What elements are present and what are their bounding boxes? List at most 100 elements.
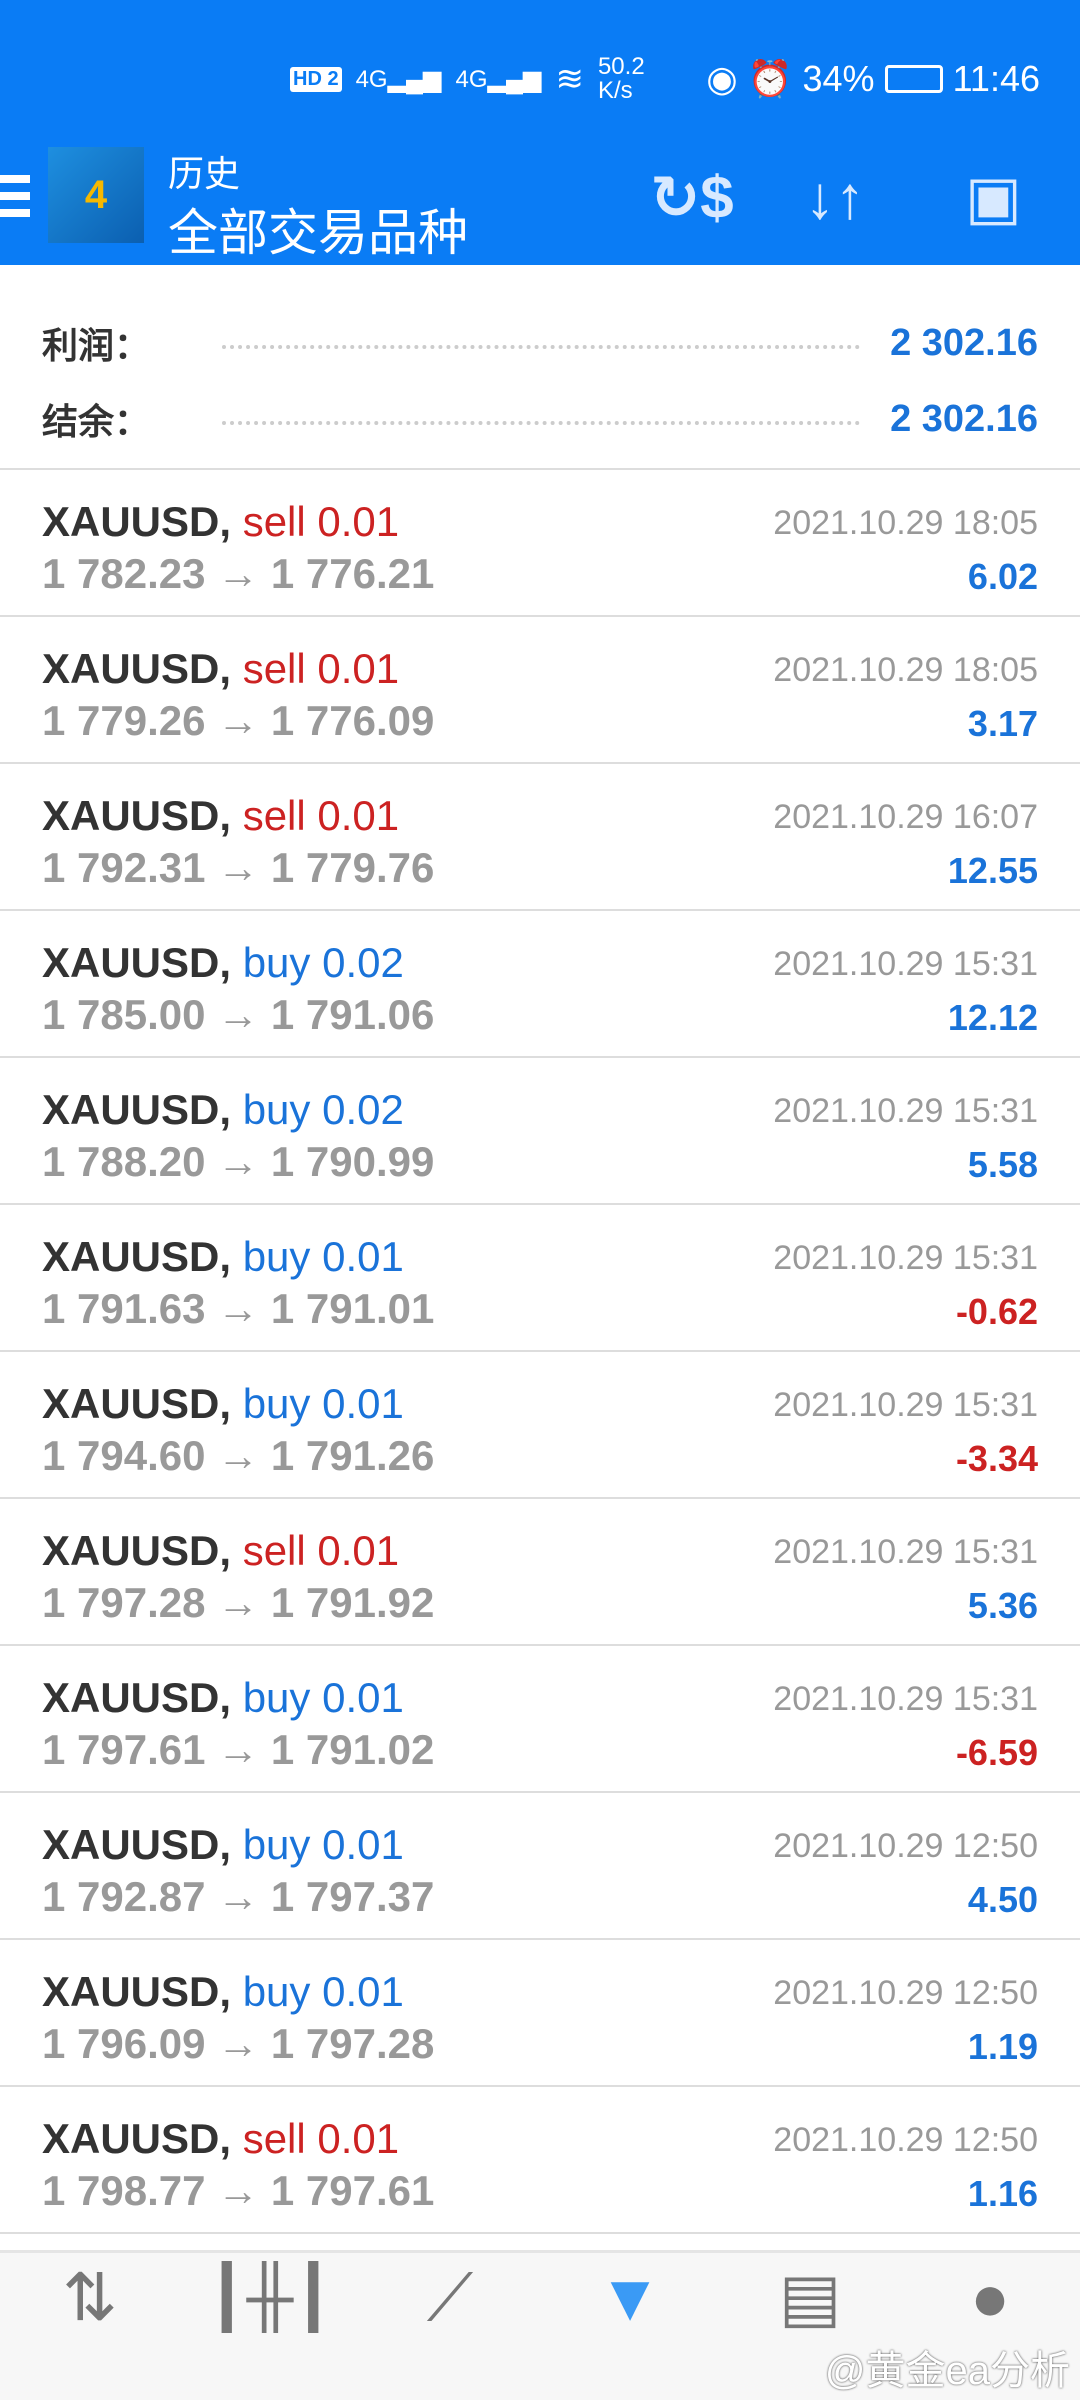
symbol: XAUUSD, — [42, 645, 232, 692]
arrow-icon: → — [217, 1726, 260, 1773]
arrow-icon: → — [217, 844, 260, 891]
trade-row[interactable]: XAUUSD, buy 0.02 1 788.20 → 1 790.99 202… — [0, 1058, 1080, 1205]
trade-title: XAUUSD, sell 0.01 — [42, 1527, 1038, 1575]
trade-row[interactable]: XAUUSD, buy 0.01 1 792.87 → 1 797.37 202… — [0, 1793, 1080, 1940]
trade-side: buy — [242, 1086, 311, 1133]
trade-row[interactable]: XAUUSD, sell 0.01 1 779.26 → 1 776.09 20… — [0, 617, 1080, 764]
net-speed: 50.2 K/s — [597, 53, 645, 104]
trade-volume: 0.01 — [322, 1233, 404, 1280]
arrow-icon: → — [217, 2167, 260, 2214]
quotes-icon[interactable]: ⇅ — [62, 2261, 118, 2333]
open-price: 1 797.61 — [42, 1726, 206, 1773]
trade-row[interactable]: XAUUSD, sell 0.01 1 797.28 → 1 791.92 20… — [0, 1499, 1080, 1646]
symbol: XAUUSD, — [42, 2115, 232, 2162]
trade-prices: 1 797.28 → 1 791.92 — [42, 1579, 1038, 1627]
balance-value: 2 302.16 — [890, 397, 1038, 440]
trade-row[interactable]: XAUUSD, sell 0.01 1 798.77 → 1 797.61 20… — [0, 2087, 1080, 2234]
trade-title: XAUUSD, buy 0.01 — [42, 1674, 1038, 1722]
trade-time: 2021.10.29 12:50 — [773, 2121, 1038, 2159]
symbol: XAUUSD, — [42, 1527, 232, 1574]
trade-row[interactable]: XAUUSD, buy 0.01 1 797.61 → 1 791.02 202… — [0, 1646, 1080, 1793]
battery-level: 34% — [802, 58, 875, 99]
trade-time: 2021.10.29 15:31 — [773, 945, 1038, 983]
trade-row[interactable]: XAUUSD, sell 0.01 1 792.31 → 1 779.76 20… — [0, 764, 1080, 911]
sort-icon[interactable]: ↓↑ — [805, 164, 865, 231]
arrow-icon: → — [217, 1432, 260, 1479]
open-price: 1 792.87 — [42, 1873, 206, 1920]
arrow-icon: → — [217, 1138, 260, 1185]
history-icon[interactable]: ▼ — [597, 2261, 663, 2333]
trade-time: 2021.10.29 15:31 — [773, 1533, 1038, 1571]
trade-prices: 1 796.09 → 1 797.28 — [42, 2020, 1038, 2068]
trade-prices: 1 782.23 → 1 776.21 — [42, 550, 1038, 598]
trade-side: buy — [242, 1674, 311, 1721]
open-price: 1 782.23 — [42, 550, 206, 597]
eye-icon: ◉ — [706, 58, 738, 99]
watermark: @黄金ea分析 — [824, 2349, 1070, 2393]
chat-icon[interactable]: ● — [970, 2261, 1010, 2333]
page-title: 历史 — [168, 153, 241, 194]
symbol: XAUUSD, — [42, 498, 232, 545]
open-price: 1 797.28 — [42, 1579, 206, 1626]
symbol: XAUUSD, — [42, 792, 232, 839]
menu-icon[interactable] — [0, 175, 30, 226]
symbol: XAUUSD, — [42, 1233, 232, 1280]
trade-profit: -3.34 — [955, 1438, 1038, 1479]
trade-row[interactable]: XAUUSD, buy 0.01 1 794.60 → 1 791.26 202… — [0, 1352, 1080, 1499]
trade-volume: 0.01 — [322, 1380, 404, 1427]
trade-time: 2021.10.29 18:05 — [773, 651, 1038, 689]
trade-profit: 5.36 — [967, 1585, 1038, 1626]
symbol: XAUUSD, — [42, 1674, 232, 1721]
trade-title: XAUUSD, sell 0.01 — [42, 792, 1038, 840]
close-price: 1 797.61 — [270, 2167, 435, 2214]
news-icon[interactable]: ▤ — [778, 2261, 842, 2333]
trade-time: 2021.10.29 15:31 — [773, 1092, 1038, 1130]
network-badge: HD 2 — [290, 66, 342, 92]
trade-prices: 1 791.63 → 1 791.01 — [42, 1285, 1038, 1333]
trade-row[interactable]: XAUUSD, buy 0.02 1 785.00 → 1 791.06 202… — [0, 911, 1080, 1058]
bottom-nav: ⇅ ┃╫┃ ⟋ ▼ ▤ ● — [0, 2250, 1080, 2400]
arrow-icon: → — [217, 550, 260, 597]
close-price: 1 791.01 — [270, 1285, 435, 1332]
top-bar: HD 2 4G▂▄▆ 4G▂▄▆ ≋ 50.2 K/s ◉ ⏰ 34% 11:4… — [0, 0, 1080, 265]
open-price: 1 794.60 — [42, 1432, 206, 1479]
symbol: XAUUSD, — [42, 1968, 232, 2015]
chart-icon[interactable]: ┃╫┃ — [206, 2261, 334, 2333]
trade-icon[interactable]: ⟋ — [426, 2261, 474, 2333]
status-bar: HD 2 4G▂▄▆ 4G▂▄▆ ≋ 50.2 K/s ◉ ⏰ 34% 11:4… — [0, 50, 1080, 110]
close-price: 1 776.21 — [270, 550, 435, 597]
close-price: 1 791.92 — [270, 1579, 435, 1626]
open-price: 1 796.09 — [42, 2020, 206, 2067]
trade-profit: -6.59 — [955, 1732, 1038, 1773]
open-price: 1 791.63 — [42, 1285, 206, 1332]
trade-profit: 1.19 — [967, 2026, 1038, 2067]
currency-exchange-icon[interactable]: ↻$ — [650, 164, 734, 231]
symbol: XAUUSD, — [42, 939, 232, 986]
trade-row[interactable]: XAUUSD, buy 0.01 1 791.63 → 1 791.01 202… — [0, 1205, 1080, 1352]
trade-prices: 1 779.26 → 1 776.09 — [42, 697, 1038, 745]
trade-prices: 1 792.87 → 1 797.37 — [42, 1873, 1038, 1921]
trade-side: sell — [242, 1527, 306, 1574]
trade-row[interactable]: XAUUSD, sell 0.01 1 782.23 → 1 776.21 20… — [0, 470, 1080, 617]
symbol: XAUUSD, — [42, 1821, 232, 1868]
close-price: 1 790.99 — [270, 1138, 435, 1185]
arrow-icon: → — [217, 2020, 260, 2067]
trade-time: 2021.10.29 12:50 — [773, 1827, 1038, 1865]
trade-profit: 1.16 — [967, 2173, 1038, 2214]
trade-title: XAUUSD, buy 0.01 — [42, 1968, 1038, 2016]
trade-volume: 0.01 — [322, 1821, 404, 1868]
app-logo: 4 — [48, 147, 144, 243]
alarm-icon: ⏰ — [747, 58, 793, 99]
profit-value: 2 302.16 — [890, 321, 1038, 364]
trade-row[interactable]: XAUUSD, buy 0.01 1 796.09 → 1 797.28 202… — [0, 1940, 1080, 2087]
trade-profit: 5.58 — [967, 1144, 1038, 1185]
summary: 利润： 2 302.16 结余： 2 302.16 — [0, 265, 1080, 470]
trade-volume: 0.01 — [317, 645, 400, 692]
calendar-contact-icon[interactable]: ▣ — [965, 164, 1022, 231]
arrow-icon: → — [217, 1285, 260, 1332]
trade-side: buy — [242, 1380, 311, 1427]
trade-time: 2021.10.29 16:07 — [773, 798, 1038, 836]
app-header: 4 历史 全部交易品种 ↻$ ↓↑ ▣ — [0, 145, 1080, 261]
symbol-filter[interactable]: 全部交易品种 — [168, 205, 468, 261]
signal-icon: 4G▂▄▆ — [355, 65, 442, 93]
